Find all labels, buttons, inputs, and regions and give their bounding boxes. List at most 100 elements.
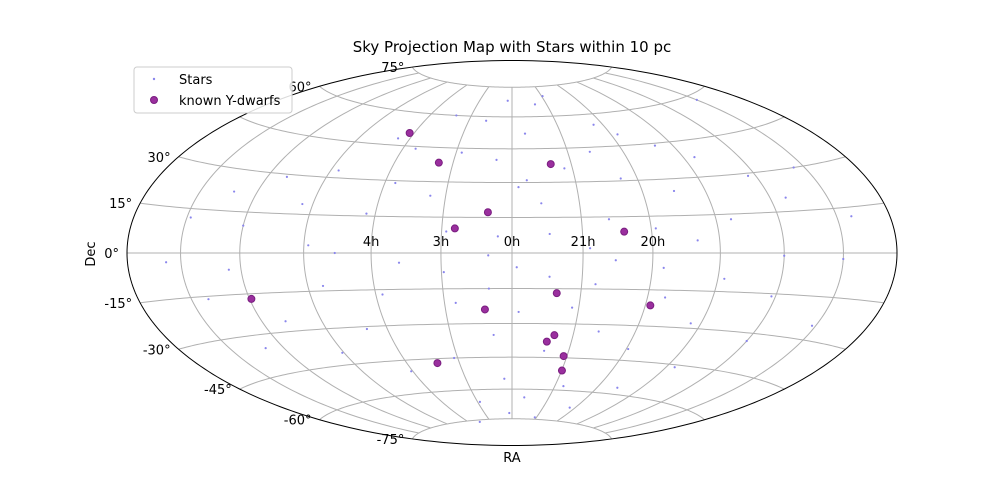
star-point	[515, 266, 518, 269]
star-point	[842, 257, 845, 261]
star-point	[165, 261, 168, 264]
star-point	[503, 377, 506, 380]
parallel-line	[411, 418, 613, 440]
star-point	[397, 261, 401, 264]
ra-tick-label: 0h	[504, 235, 521, 250]
star-point	[487, 254, 490, 257]
ra-tick-label: 3h	[433, 235, 450, 250]
star-point	[792, 166, 795, 169]
star-point	[664, 296, 667, 299]
star-point	[541, 95, 544, 98]
star-point	[189, 216, 192, 219]
ydwarf-point	[550, 331, 559, 340]
star-point	[571, 306, 574, 309]
outline-ellipse	[126, 59, 898, 447]
parallel-line	[140, 202, 884, 218]
ra-tick-label: 4h	[363, 235, 380, 250]
ydwarf-point	[546, 160, 555, 169]
star-point	[525, 179, 528, 182]
star-point	[284, 320, 287, 323]
star-point	[548, 232, 551, 236]
star-point	[607, 218, 611, 221]
star-point	[616, 386, 619, 389]
star-point	[264, 347, 267, 350]
star-point	[233, 190, 236, 193]
star-point	[627, 347, 630, 351]
star-point	[533, 103, 537, 106]
star-point	[568, 406, 571, 409]
ydwarf-point	[552, 289, 561, 298]
star-point	[341, 351, 344, 354]
star-point	[394, 181, 397, 185]
dec-tick-label: -45°	[204, 383, 232, 398]
data-points	[165, 95, 853, 423]
star-point	[487, 287, 490, 290]
star-point	[242, 224, 245, 227]
star-point	[562, 385, 565, 388]
star-point	[508, 411, 511, 415]
x-axis-label: RA	[503, 451, 521, 466]
legend-marker-ydwarfs	[150, 96, 158, 104]
star-point	[696, 239, 699, 242]
star-point	[337, 169, 340, 172]
legend: Stars known Y-dwarfs	[133, 66, 293, 114]
star-point	[410, 370, 413, 373]
star-point	[614, 259, 617, 262]
star-point	[563, 167, 566, 170]
star-point	[540, 202, 543, 205]
dec-tick-label: 30°	[148, 151, 171, 166]
ra-tick-label: 20h	[641, 235, 666, 250]
dec-tick-label: 75°	[381, 61, 404, 76]
star-point	[673, 366, 676, 369]
ydwarf-point	[557, 366, 566, 375]
star-point	[227, 268, 230, 271]
dec-tick-label: 60°	[288, 80, 311, 95]
tick-labels: 4h 3h 0h 21h 20h 75° 60° 30° 15° 0° -15° -30° -45° -6…	[104, 61, 665, 448]
legend-box	[133, 66, 293, 114]
ydwarf-point	[247, 294, 256, 303]
star-point	[460, 151, 463, 154]
dec-tick-label: -60°	[284, 414, 312, 429]
parallel-line	[239, 356, 785, 390]
star-point	[592, 123, 595, 126]
parallel-line	[239, 116, 785, 150]
chart-title: Sky Projection Map with Stars within 10 …	[353, 38, 672, 56]
star-point	[517, 186, 520, 189]
star-point	[307, 244, 310, 247]
star-point	[729, 218, 733, 221]
star-point	[523, 396, 526, 399]
star-point	[365, 327, 369, 331]
star-point	[689, 322, 692, 325]
ydwarf-point	[480, 305, 489, 314]
star-point	[543, 349, 546, 352]
star-point	[496, 235, 499, 238]
star-point	[333, 251, 336, 255]
star-point	[495, 158, 498, 161]
dec-tick-label: -15°	[104, 297, 132, 312]
parallel-line	[178, 322, 846, 350]
star-point	[588, 247, 592, 250]
parallel-line	[319, 388, 705, 421]
star-point	[548, 275, 551, 278]
star-point	[810, 324, 814, 327]
star-point	[533, 416, 536, 419]
star-point	[523, 132, 527, 135]
projection-boundary	[126, 59, 898, 447]
star-point	[784, 196, 787, 199]
ydwarf-point	[433, 359, 442, 368]
star-point	[662, 266, 665, 269]
star-point	[506, 99, 509, 102]
star-point	[396, 137, 400, 140]
star-point	[453, 356, 456, 360]
ydwarf-point	[620, 227, 629, 236]
graticule	[127, 66, 897, 440]
star-point	[381, 293, 384, 296]
star-point	[783, 254, 786, 257]
star-point	[723, 277, 726, 280]
ydwarf-point	[434, 158, 443, 167]
star-point	[654, 227, 657, 230]
star-point	[745, 339, 748, 343]
y-axis-label: Dec	[84, 241, 99, 266]
dec-tick-label: -30°	[143, 343, 171, 358]
